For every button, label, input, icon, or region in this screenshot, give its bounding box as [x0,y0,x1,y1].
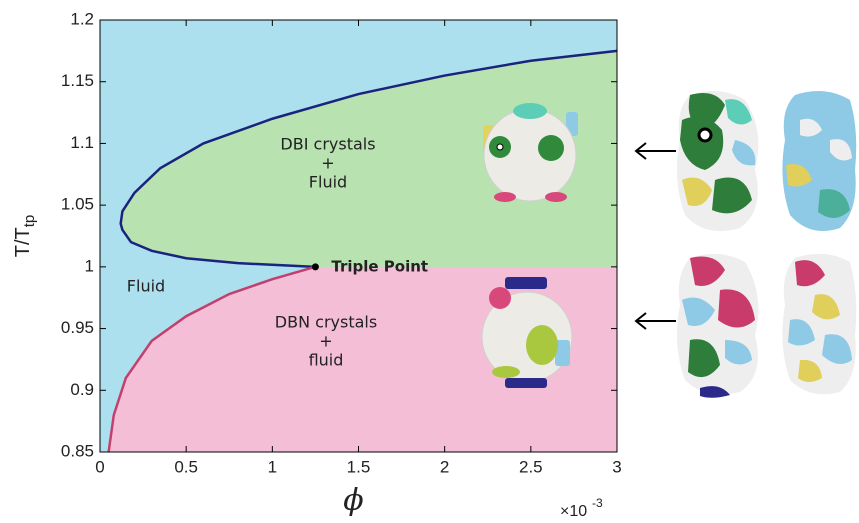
region-label: fluid [309,351,344,370]
phase-boundary [119,49,618,269]
y-axis-label: T/Ttp [12,215,38,258]
x-tick-label: 0 [95,457,104,476]
x-tick-label: 3 [612,457,621,476]
region-label: Fluid [127,277,165,296]
y-tick-label: 1.2 [70,9,94,28]
region-label: DBN crystals [275,313,377,332]
phase-boundary [107,265,316,453]
dbi-region [120,50,618,267]
x-tick-label: 0.5 [174,457,198,476]
triple-point-label: Triple Point [331,257,428,275]
y-label-sub: tp [21,215,38,228]
y-tick-label: 0.95 [61,318,94,337]
x-tick-label: 1 [268,457,277,476]
x-tick-label: 2.5 [519,457,543,476]
y-tick-label: 1.15 [61,71,94,90]
y-tick-label: 1.1 [70,133,94,152]
protein-dbi [676,91,759,232]
region-label: + [321,154,334,173]
y-tick-label: 0.9 [70,380,94,399]
y-label-main: T/T [12,227,34,257]
dbi-particle [483,103,578,202]
region-label: Fluid [309,173,347,192]
x-tick-label: 1.5 [347,457,371,476]
arrows [634,142,676,330]
x-tick-label: 2 [440,457,449,476]
triple-point [311,263,319,271]
protein-dbn [676,253,759,398]
y-tick-label: 0.85 [61,441,94,460]
region-label: + [319,332,332,351]
region-label: DBI crystals [280,135,375,154]
y-tick-label: 1 [85,256,94,275]
y-tick-label: 1.05 [61,195,94,214]
illustrations [481,91,857,398]
dbn-particle [481,277,573,388]
x-axis-label: ϕ [343,483,363,518]
x-multiplier-base: ×10 [560,503,587,520]
protein-dbn-side [782,253,857,395]
x-multiplier-exponent: -3 [592,496,603,510]
protein-dbi-side [782,91,857,232]
